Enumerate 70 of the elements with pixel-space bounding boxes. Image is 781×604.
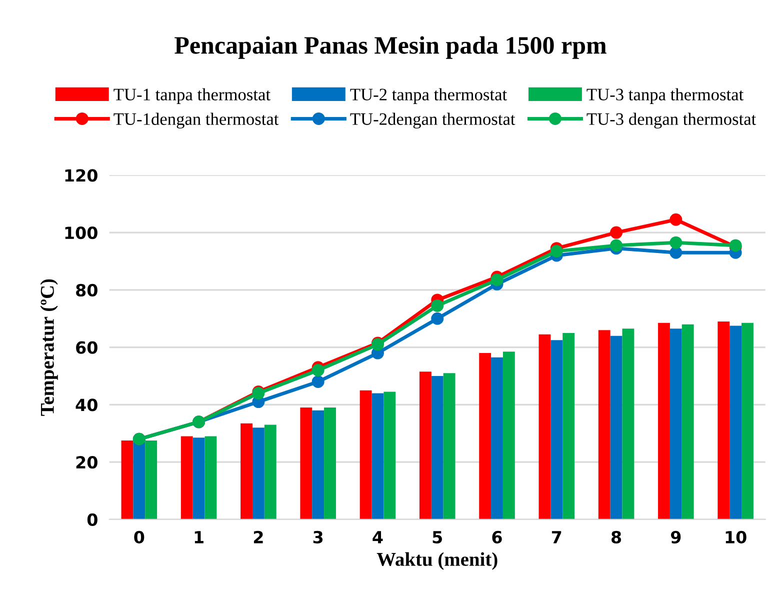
chart-title: Pencapaian Panas Mesin pada 1500 rpm <box>174 36 606 59</box>
x-axis-title: Waktu (menit) <box>376 552 498 570</box>
bar <box>598 330 610 520</box>
point <box>670 246 682 259</box>
bar <box>121 440 134 520</box>
bar <box>718 321 730 520</box>
x-tick-label: 5 <box>432 531 442 544</box>
bar <box>491 357 503 520</box>
y-tick-label: 40 <box>76 398 98 412</box>
legend-label: TU-3 dengan thermostat <box>586 112 756 129</box>
bar <box>670 328 682 520</box>
bar <box>610 336 622 520</box>
bar <box>192 438 205 520</box>
bar <box>180 436 193 520</box>
bar <box>300 408 312 520</box>
bar <box>658 322 670 520</box>
bar <box>742 322 754 520</box>
x-tick-label: 1 <box>194 531 204 544</box>
x-tick-label: 8 <box>612 530 622 544</box>
legend-label: TU-3 tanpa thermostat <box>586 88 744 104</box>
x-tick-label: 4 <box>372 531 383 544</box>
point <box>431 299 444 312</box>
point <box>312 375 324 388</box>
y-axis-title: Temperatur (ºC) <box>40 279 58 416</box>
bar <box>479 353 492 520</box>
x-tick-label: 9 <box>670 530 681 544</box>
bar <box>562 332 575 520</box>
legend-label: TU-1 tanpa thermostat <box>114 88 270 104</box>
bar <box>682 324 694 520</box>
x-tick-label: 7 <box>552 531 562 544</box>
x-tick-label: 6 <box>492 530 502 544</box>
bar <box>133 442 146 520</box>
legend-label: TU-1dengan thermostat <box>114 112 279 129</box>
point <box>490 274 504 286</box>
y-tick-label: 60 <box>76 341 98 354</box>
y-tick-label: 80 <box>76 284 98 296</box>
y-tick-label: 0 <box>87 513 98 526</box>
bar <box>384 392 396 520</box>
point <box>670 236 682 249</box>
bar <box>324 408 336 520</box>
bar <box>502 352 515 520</box>
bar <box>730 326 742 520</box>
point <box>431 312 444 325</box>
bar <box>550 340 563 520</box>
bar <box>264 424 276 520</box>
bar <box>360 390 372 520</box>
bar <box>622 328 634 520</box>
bar <box>431 376 444 520</box>
bar <box>372 393 384 520</box>
bar <box>538 334 551 520</box>
bar <box>312 410 324 520</box>
legend-label: TU-2dengan thermostat <box>350 112 516 129</box>
legend-label: TU-2 tanpa thermostat <box>350 88 507 104</box>
point <box>550 244 563 258</box>
bar <box>419 372 432 520</box>
x-tick-label: 3 <box>313 530 323 544</box>
point <box>610 226 623 239</box>
point <box>312 364 324 376</box>
x-tick-label: 10 <box>726 530 746 544</box>
bar <box>240 423 252 520</box>
x-tick-label: 2 <box>254 530 263 544</box>
y-tick-label: 100 <box>65 226 98 240</box>
y-tick-label: 120 <box>65 169 98 182</box>
bar <box>443 373 456 520</box>
bar <box>252 428 264 520</box>
point <box>610 239 623 252</box>
point <box>670 213 682 226</box>
bar <box>204 436 217 520</box>
x-tick-label: 0 <box>134 530 144 544</box>
y-tick-label: 20 <box>76 456 98 469</box>
